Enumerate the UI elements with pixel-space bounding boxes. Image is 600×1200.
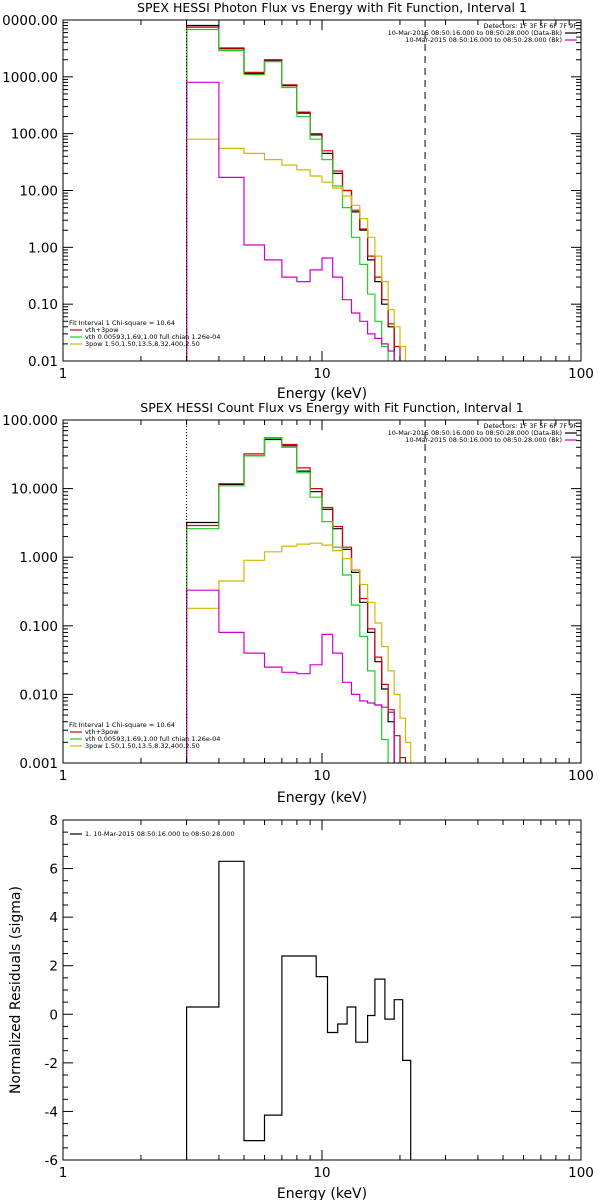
y-tick-label: 2: [49, 959, 58, 975]
series-line-3: [186, 542, 412, 763]
y-tick-label: -6: [45, 1153, 58, 1169]
series-line-2: [186, 28, 389, 361]
legend-entry: 10-Mar-2015 08:50:16.000 to 08:50:28.000…: [388, 429, 562, 437]
y-tick-label: 4: [49, 910, 58, 926]
series-line-0: [186, 860, 412, 1160]
y-tick-label: 10.00: [19, 184, 58, 200]
y-axis-label: Normalized Residuals (sigma): [8, 886, 24, 1094]
legend-detectors: Detectors: 1F 3F 5F 6F 7F 9F: [483, 422, 577, 430]
legend-detectors: Detectors: 1F 3F 5F 6F 7F 9F: [483, 22, 577, 30]
y-tick-label: 0.10: [28, 297, 58, 313]
plot-frame: [62, 419, 582, 764]
x-tick-label: 100: [568, 768, 594, 784]
y-tick-label: 10.000: [11, 482, 58, 498]
plot-inner: [186, 860, 412, 1160]
legend-entry: 3pow 1.50,1.50,13.5,8.32,400,2.50: [85, 742, 200, 750]
chart-title: SPEX HESSI Photon Flux vs Energy with Fi…: [137, 0, 527, 15]
legend-entry: 10-Mar-2015 08:50:16.000 to 08:50:28.000…: [405, 36, 562, 44]
y-tick-label: 0: [49, 1007, 58, 1023]
y-tick-label: 8: [49, 813, 58, 829]
x-tick-label: 10: [313, 366, 330, 382]
y-tick-label: 1000.00: [2, 70, 58, 86]
y-tick-label: 0.001: [19, 756, 58, 772]
x-axis-label: Energy (keV): [277, 386, 367, 402]
plot-area: 1 10 100 8 6 4 2 0 -2 -4 -6 1. 10-Mar-2015 08:50:16…: [45, 813, 594, 1181]
x-tick-label: 1: [59, 1165, 68, 1181]
plot-frame: [62, 19, 582, 362]
x-axis-label: Energy (keV): [277, 790, 367, 806]
x-tick-label: 10: [313, 1165, 330, 1181]
plot-frame: [62, 819, 582, 1161]
series-line-0: [186, 438, 395, 763]
x-tick-label: 100: [568, 1165, 594, 1181]
y-tick-label: 100.00: [11, 127, 58, 143]
legend-entry: vth+3pow: [85, 728, 119, 736]
y-tick-label: 0.01: [28, 354, 58, 370]
x-tick-label: 1: [59, 366, 68, 382]
plot-area: 1 10 100 100.000 10.000 1.000 0.100 0.010 0.001 D…: [2, 413, 594, 784]
series-line-4: [186, 81, 395, 361]
series-line-1: [186, 26, 401, 361]
legend-header: Fit Interval 1 Chi-square = 10.64: [69, 319, 175, 327]
y-tick-label: 1.00: [28, 240, 58, 256]
series-line-2: [186, 437, 389, 763]
legend-entry: vth 0.00593,1.69,1.00 full chian 1.26e-0…: [85, 735, 220, 743]
legend-entry: 10-Mar-2015 08:50:16.000 to 08:50:28.000…: [388, 29, 562, 37]
panel-residuals: Normalized Residuals (sigma) Energy (keV…: [8, 813, 594, 1200]
x-tick-label: 10: [313, 768, 330, 784]
x-axis-label: Energy (keV): [277, 1186, 367, 1200]
series-line-3: [186, 138, 407, 361]
panel-count-flux: SPEX HESSI Count Flux vs Energy with Fit…: [2, 400, 594, 806]
legend-entry: 1. 10-Mar-2015 08:50:16.000 to 08:50:28.…: [85, 830, 235, 838]
x-tick-label: 100: [568, 366, 594, 382]
y-tick-label: 100.000: [2, 413, 58, 429]
legend-entry: vth+3pow: [85, 326, 119, 334]
y-tick-label: 6: [49, 862, 58, 878]
y-tick-label: 0.010: [19, 687, 58, 703]
plot-area: 1 10 100 0000.00 1000.00 100.00 10.00 1.00 0.10 0…: [2, 13, 594, 382]
series-line-4: [186, 589, 395, 763]
y-tick-label: 1.000: [19, 550, 58, 566]
plot-inner: [186, 420, 426, 763]
legend-header: Fit Interval 1 Chi-square = 10.64: [69, 721, 175, 729]
series-line-0: [186, 24, 395, 361]
legend-entry: vth 0.00593,1.69,1.00 full chian 1.26e-0…: [85, 333, 220, 341]
panel-photon-flux: SPEX HESSI Photon Flux vs Energy with Fi…: [2, 0, 594, 402]
legend-entry: 10-Mar-2015 08:50:16.000 to 08:50:28.000…: [405, 436, 562, 444]
chart-title: SPEX HESSI Count Flux vs Energy with Fit…: [140, 400, 523, 415]
y-tick-label: -4: [45, 1104, 58, 1120]
legend-entry: 3pow 1.50,1.50,13.5,8.32,400,2.50: [85, 340, 200, 348]
plot-inner: [186, 20, 426, 361]
y-tick-label: -2: [45, 1056, 58, 1072]
y-tick-label: 0000.00: [2, 13, 58, 29]
x-tick-label: 1: [59, 768, 68, 784]
y-tick-label: 0.100: [19, 619, 58, 635]
